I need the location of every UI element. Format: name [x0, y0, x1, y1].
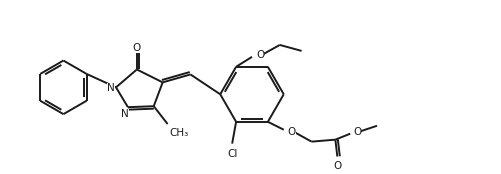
Text: O: O [353, 127, 361, 137]
Text: O: O [333, 161, 341, 172]
Text: N: N [121, 109, 129, 119]
Text: O: O [256, 50, 264, 60]
Text: Cl: Cl [226, 149, 237, 159]
Text: O: O [287, 127, 296, 137]
Text: O: O [132, 43, 141, 53]
Text: N: N [107, 83, 115, 93]
Text: CH₃: CH₃ [169, 128, 188, 138]
